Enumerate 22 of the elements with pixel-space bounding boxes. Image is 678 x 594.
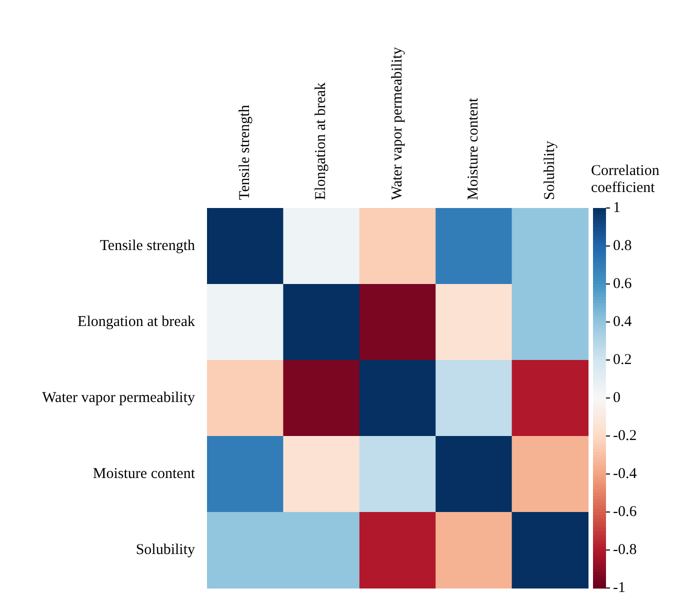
color-bar-label: -0.6 [613,504,638,520]
y-tick-label: Tensile strength [100,238,196,254]
y-tick-label: Elongation at break [78,314,196,330]
y-tick-label: Moisture content [92,466,196,482]
color-bar-title: Correlation coefficient [591,163,660,196]
color-bar-label: 1 [613,200,620,216]
x-tick-label: Elongation at break [313,82,330,200]
color-bar-label: 0.6 [613,276,632,292]
color-bar-label: 0.2 [613,352,632,368]
x-tick-label: Water vapor permeability [389,46,406,200]
color-bar-label: 0.8 [613,238,632,254]
y-tick-label: Solubility [136,542,196,558]
color-bar-label: -0.2 [613,428,637,444]
color-bar-label: 0.4 [613,314,632,330]
color-bar-label: -0.8 [613,542,637,558]
color-bar-label: -1 [613,580,626,594]
x-tick-label: Solubility [542,140,558,200]
x-tick-label: Tensile strength [237,104,254,200]
color-bar-label: 0 [613,390,620,406]
color-bar-label: -0.4 [613,466,638,482]
y-tick-label: Water vapor permeability [42,390,196,406]
x-tick-label: Moisture content [466,97,482,200]
